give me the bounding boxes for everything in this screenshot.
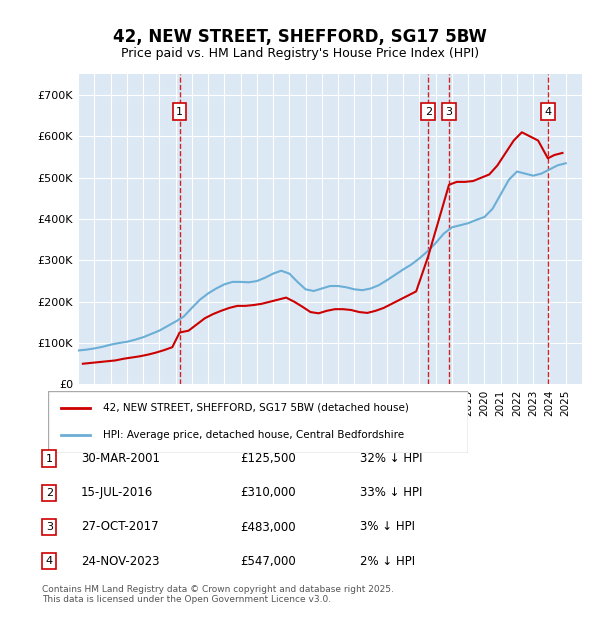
Text: 30-MAR-2001: 30-MAR-2001 [81,453,160,465]
Text: £547,000: £547,000 [240,555,296,567]
Text: 42, NEW STREET, SHEFFORD, SG17 5BW: 42, NEW STREET, SHEFFORD, SG17 5BW [113,28,487,46]
Text: 4: 4 [544,107,551,117]
Text: 32% ↓ HPI: 32% ↓ HPI [360,453,422,465]
Text: 27-OCT-2017: 27-OCT-2017 [81,521,158,533]
Text: 24-NOV-2023: 24-NOV-2023 [81,555,160,567]
FancyBboxPatch shape [48,391,468,453]
Text: 2: 2 [46,488,53,498]
Text: 2% ↓ HPI: 2% ↓ HPI [360,555,415,567]
Text: 15-JUL-2016: 15-JUL-2016 [81,487,153,499]
Text: Price paid vs. HM Land Registry's House Price Index (HPI): Price paid vs. HM Land Registry's House … [121,46,479,60]
Text: £483,000: £483,000 [240,521,296,533]
Text: 42, NEW STREET, SHEFFORD, SG17 5BW (detached house): 42, NEW STREET, SHEFFORD, SG17 5BW (deta… [103,403,409,413]
Text: £125,500: £125,500 [240,453,296,465]
Text: 4: 4 [46,556,53,566]
Text: 2: 2 [425,107,432,117]
Text: £310,000: £310,000 [240,487,296,499]
Text: 3: 3 [446,107,452,117]
Text: 3% ↓ HPI: 3% ↓ HPI [360,521,415,533]
Text: HPI: Average price, detached house, Central Bedfordshire: HPI: Average price, detached house, Cent… [103,430,404,440]
Text: 3: 3 [46,522,53,532]
Text: 1: 1 [176,107,183,117]
Text: 1: 1 [46,454,53,464]
Text: Contains HM Land Registry data © Crown copyright and database right 2025.
This d: Contains HM Land Registry data © Crown c… [42,585,394,604]
Text: 33% ↓ HPI: 33% ↓ HPI [360,487,422,499]
